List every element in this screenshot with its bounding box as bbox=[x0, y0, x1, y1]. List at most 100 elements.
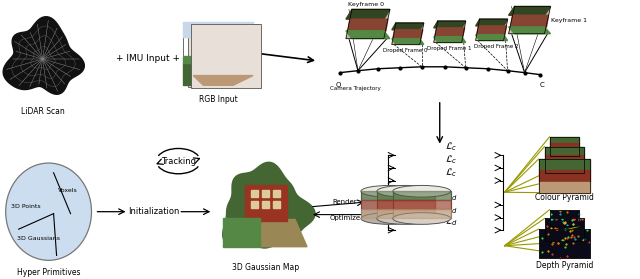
Ellipse shape bbox=[377, 213, 435, 224]
Polygon shape bbox=[550, 137, 579, 143]
Bar bbox=[545, 218, 584, 241]
Polygon shape bbox=[361, 191, 419, 200]
Text: LiDAR Scan: LiDAR Scan bbox=[20, 107, 65, 116]
Polygon shape bbox=[273, 201, 280, 208]
Polygon shape bbox=[377, 200, 435, 209]
Polygon shape bbox=[509, 27, 550, 34]
Text: RGB Input: RGB Input bbox=[199, 95, 237, 104]
Polygon shape bbox=[183, 63, 253, 85]
Text: $\mathcal{L}_{d}$: $\mathcal{L}_{d}$ bbox=[445, 203, 458, 216]
Polygon shape bbox=[251, 201, 258, 208]
Polygon shape bbox=[361, 209, 419, 218]
Bar bbox=[183, 22, 253, 85]
Ellipse shape bbox=[6, 163, 92, 260]
Polygon shape bbox=[193, 37, 233, 63]
Text: Voxels: Voxels bbox=[58, 188, 77, 193]
Polygon shape bbox=[545, 155, 584, 164]
Polygon shape bbox=[538, 182, 591, 193]
Polygon shape bbox=[377, 209, 435, 218]
Polygon shape bbox=[223, 220, 307, 247]
Text: $\mathcal{L}_{c}$: $\mathcal{L}_{c}$ bbox=[445, 166, 458, 179]
Text: $\mathcal{L}_{c}$: $\mathcal{L}_{c}$ bbox=[445, 141, 458, 153]
Polygon shape bbox=[251, 190, 258, 197]
Text: 3D Gaussians: 3D Gaussians bbox=[17, 236, 60, 241]
Polygon shape bbox=[509, 6, 550, 34]
Polygon shape bbox=[346, 9, 390, 39]
Text: Depth Pyramid: Depth Pyramid bbox=[536, 261, 593, 270]
Text: 3D Gaussian Map: 3D Gaussian Map bbox=[232, 263, 299, 272]
Polygon shape bbox=[476, 35, 508, 40]
Polygon shape bbox=[477, 26, 507, 35]
Polygon shape bbox=[393, 209, 451, 218]
Polygon shape bbox=[183, 22, 253, 37]
Text: Initialization: Initialization bbox=[127, 207, 179, 216]
Text: 3D Points: 3D Points bbox=[11, 204, 40, 209]
Polygon shape bbox=[392, 23, 424, 30]
Text: Optimize: Optimize bbox=[330, 215, 360, 221]
Polygon shape bbox=[476, 19, 508, 26]
Polygon shape bbox=[545, 164, 584, 173]
Ellipse shape bbox=[393, 186, 451, 197]
Polygon shape bbox=[538, 170, 591, 182]
Polygon shape bbox=[476, 19, 508, 40]
Text: Droped Frame 0: Droped Frame 0 bbox=[383, 48, 427, 53]
Bar bbox=[393, 191, 451, 218]
Text: + IMU Input +: + IMU Input + bbox=[116, 54, 180, 62]
Text: $\mathcal{L}_{d}$: $\mathcal{L}_{d}$ bbox=[445, 215, 458, 228]
Polygon shape bbox=[3, 17, 84, 94]
Polygon shape bbox=[393, 191, 451, 200]
Bar bbox=[550, 210, 579, 226]
Polygon shape bbox=[435, 28, 465, 37]
Text: Camera Trajectory: Camera Trajectory bbox=[330, 86, 381, 91]
Text: Keyframe 1: Keyframe 1 bbox=[552, 18, 588, 23]
Ellipse shape bbox=[393, 213, 451, 224]
Text: C: C bbox=[539, 82, 544, 88]
Polygon shape bbox=[434, 21, 466, 28]
Bar bbox=[377, 191, 435, 218]
Text: Tracking: Tracking bbox=[161, 157, 196, 166]
Polygon shape bbox=[262, 201, 269, 208]
Polygon shape bbox=[183, 56, 208, 63]
Polygon shape bbox=[393, 200, 451, 209]
Polygon shape bbox=[392, 39, 424, 44]
Text: Keyframe 0: Keyframe 0 bbox=[348, 1, 384, 6]
Polygon shape bbox=[361, 200, 419, 209]
Polygon shape bbox=[509, 6, 550, 15]
Polygon shape bbox=[393, 30, 423, 39]
Bar bbox=[550, 137, 579, 156]
Polygon shape bbox=[550, 150, 579, 156]
Polygon shape bbox=[346, 31, 390, 39]
Ellipse shape bbox=[377, 186, 435, 197]
Bar bbox=[545, 146, 584, 173]
Polygon shape bbox=[538, 159, 591, 170]
Polygon shape bbox=[245, 186, 287, 222]
Text: Hyper Primitives: Hyper Primitives bbox=[17, 268, 81, 277]
Text: Droped Frame 1: Droped Frame 1 bbox=[428, 46, 472, 51]
Text: $\mathcal{L}_{d}$: $\mathcal{L}_{d}$ bbox=[445, 190, 458, 203]
Polygon shape bbox=[550, 143, 579, 150]
Polygon shape bbox=[545, 146, 584, 155]
Text: Colour Pyramid: Colour Pyramid bbox=[535, 193, 594, 202]
Ellipse shape bbox=[361, 213, 419, 224]
Polygon shape bbox=[193, 76, 253, 85]
Polygon shape bbox=[223, 218, 260, 247]
Bar bbox=[538, 229, 591, 258]
Polygon shape bbox=[434, 21, 466, 42]
Polygon shape bbox=[262, 190, 269, 197]
Bar bbox=[361, 191, 419, 218]
Polygon shape bbox=[377, 191, 435, 200]
Bar bbox=[538, 159, 591, 193]
Polygon shape bbox=[223, 162, 315, 248]
Polygon shape bbox=[346, 9, 390, 19]
Text: Render: Render bbox=[333, 199, 357, 205]
Polygon shape bbox=[434, 37, 466, 42]
Polygon shape bbox=[273, 190, 280, 197]
Polygon shape bbox=[348, 19, 388, 31]
Bar bbox=[188, 23, 258, 87]
Text: O: O bbox=[335, 82, 340, 88]
Ellipse shape bbox=[361, 186, 419, 197]
Polygon shape bbox=[392, 23, 424, 44]
Bar bbox=[191, 25, 260, 88]
Text: Droped Frame 2: Droped Frame 2 bbox=[474, 44, 519, 49]
Text: $\mathcal{L}_{c}$: $\mathcal{L}_{c}$ bbox=[445, 153, 458, 166]
